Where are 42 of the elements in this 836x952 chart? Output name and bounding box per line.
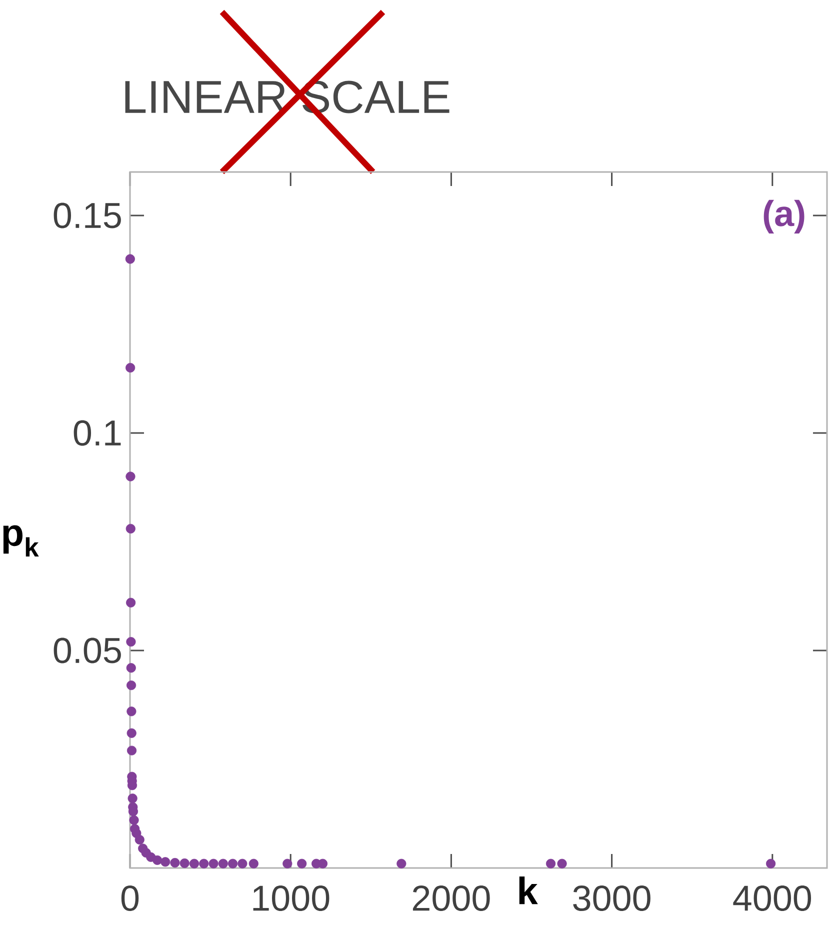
x-tick-label: 4000 [733, 886, 812, 912]
point [129, 815, 139, 825]
point [218, 858, 228, 868]
point [126, 706, 136, 716]
point [160, 857, 170, 867]
point [126, 680, 136, 690]
point [238, 858, 248, 868]
point [126, 598, 136, 608]
y-tick-label: 0.15 [54, 202, 121, 228]
point [126, 663, 136, 673]
x-tick-label: 0 [121, 886, 139, 912]
x-axis-title: k [519, 876, 538, 904]
point [297, 858, 307, 868]
point [126, 728, 136, 738]
point [189, 858, 200, 868]
point [128, 794, 138, 804]
point [170, 858, 180, 868]
x-tick-label: 2000 [412, 886, 490, 912]
point [134, 834, 144, 845]
point [208, 858, 218, 868]
point [152, 855, 162, 865]
point [126, 636, 136, 647]
point [126, 524, 136, 534]
point [126, 472, 136, 482]
point [125, 254, 135, 264]
x-tick-label: 1000 [253, 886, 330, 912]
point [228, 858, 238, 868]
y-tick-label: 0.05 [54, 638, 121, 664]
annotation: (a) [764, 200, 804, 234]
point [126, 746, 137, 756]
point [766, 858, 776, 868]
y-tick-label: 0.1 [74, 420, 121, 446]
point [126, 362, 136, 373]
point [248, 858, 258, 868]
point [180, 858, 190, 868]
point [199, 858, 209, 868]
x-tick-label: 3000 [573, 886, 650, 912]
point [396, 858, 406, 868]
y-axis-title: p$_{k}$ [3, 525, 39, 556]
point [282, 858, 292, 868]
point [546, 858, 556, 868]
point [557, 858, 567, 868]
